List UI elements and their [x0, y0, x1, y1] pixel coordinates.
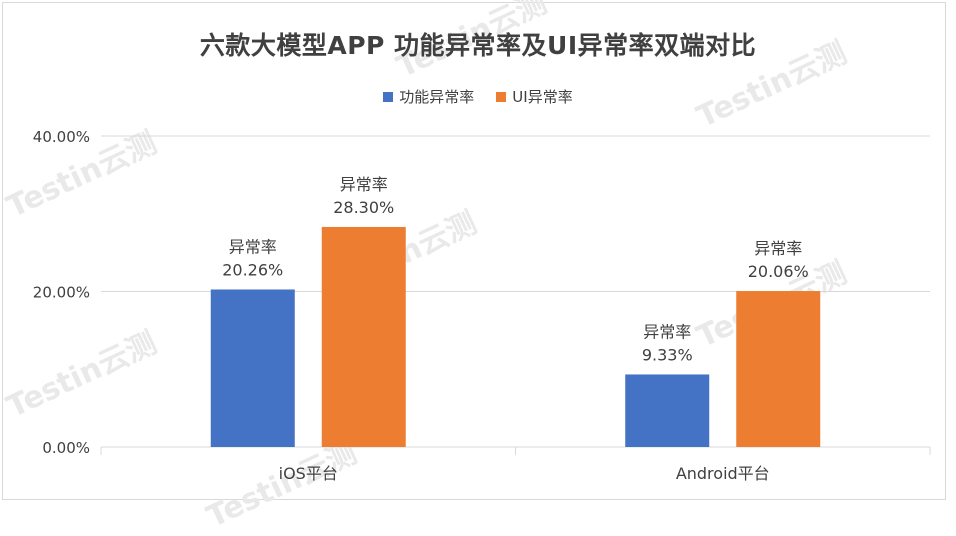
legend-item-series-2: UI异常率: [496, 86, 573, 107]
chart-title: 六款大模型APP 功能异常率及UI异常率双端对比: [199, 31, 757, 60]
y-tick-label: 40.00%: [33, 128, 90, 146]
data-label-value: 20.06%: [748, 262, 809, 281]
legend-label-series-2: UI异常率: [512, 88, 573, 106]
x-category-label: iOS平台: [279, 464, 338, 483]
bar-1: [625, 374, 710, 447]
legend-item-series-1: 功能异常率: [383, 86, 474, 107]
data-label-value: 28.30%: [333, 198, 394, 217]
bar-2: [736, 291, 821, 447]
bar-2: [321, 226, 406, 447]
data-label-prefix: 异常率: [340, 175, 388, 194]
chart-legend: 功能异常率 UI异常率: [0, 86, 956, 107]
y-tick-label: 0.00%: [42, 439, 90, 457]
data-label-value: 20.26%: [222, 260, 283, 279]
data-label-prefix: 异常率: [643, 322, 691, 341]
y-tick-label: 20.00%: [33, 284, 90, 302]
bar-chart: 0.00% 20.00% 40.00% 异常率 20.26% 异常率 28.30% iOS平台…: [33, 128, 931, 483]
x-category-label: Android平台: [676, 464, 770, 483]
data-label-prefix: 异常率: [229, 237, 277, 256]
legend-swatch-series-1: [383, 91, 394, 102]
bar-1: [210, 289, 295, 447]
data-label-prefix: 异常率: [754, 239, 802, 258]
legend-swatch-series-2: [496, 91, 507, 102]
data-label-value: 9.33%: [642, 345, 693, 364]
legend-label-series-1: 功能异常率: [399, 88, 475, 106]
